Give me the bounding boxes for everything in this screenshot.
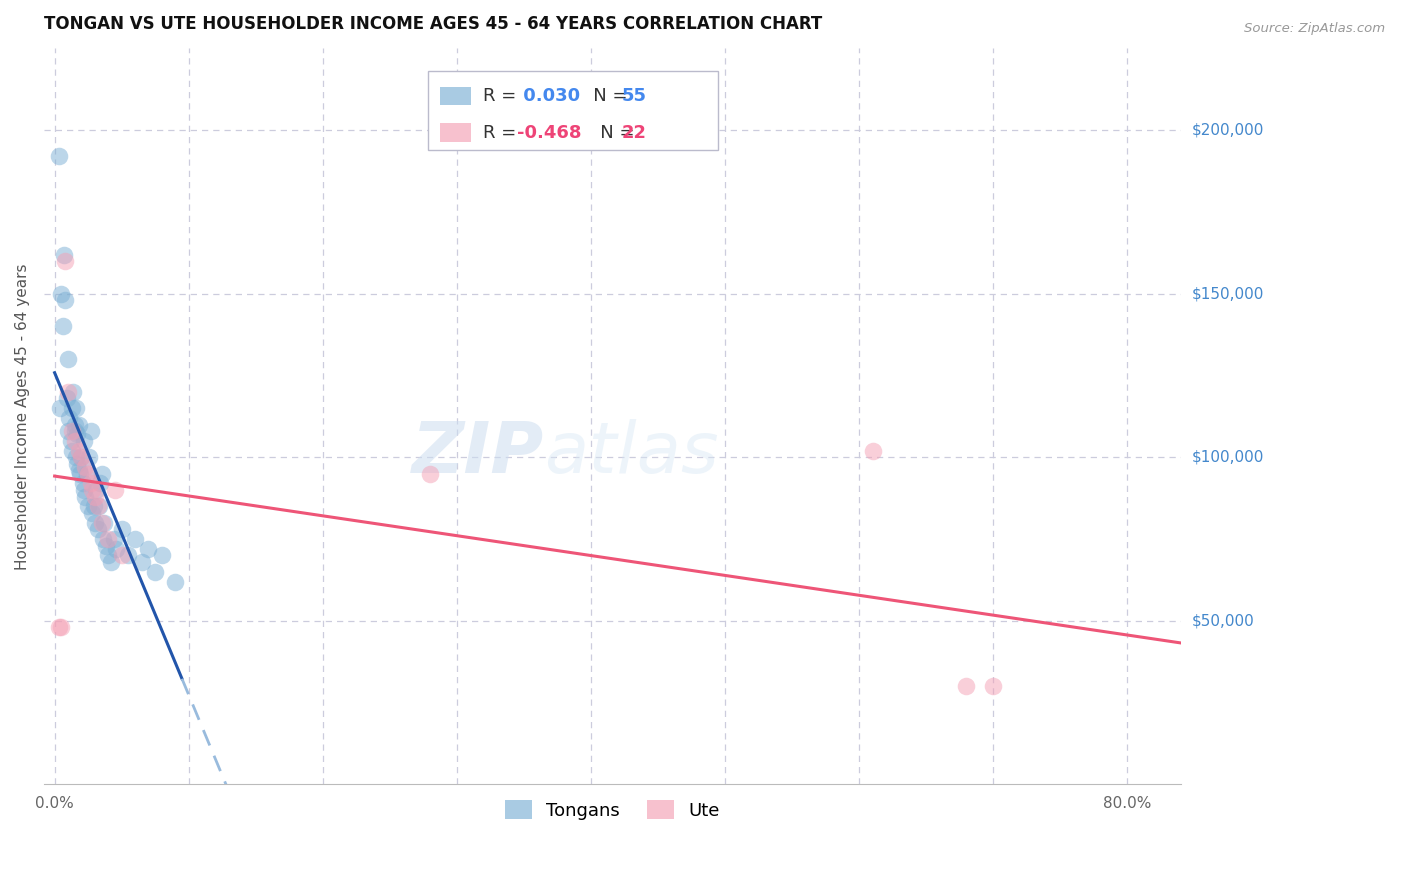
Point [80,476,103,491]
Point [56,384,79,399]
Point [87,500,110,514]
Text: $100,000: $100,000 [1192,450,1264,465]
Text: $50,000: $50,000 [1192,614,1254,628]
Text: TONGAN VS UTE HOUSEHOLDER INCOME AGES 45 - 64 YEARS CORRELATION CHART: TONGAN VS UTE HOUSEHOLDER INCOME AGES 45… [44,15,823,33]
FancyBboxPatch shape [440,87,471,105]
Point [97,549,120,563]
Point [51,286,73,301]
Point [77,500,100,514]
Point [51,620,73,634]
Point [84,483,107,497]
Point [48,620,70,634]
Point [105,541,128,556]
Text: ZIP: ZIP [412,418,544,488]
Point [90,516,112,530]
Point [90,467,112,481]
Point [91,532,114,546]
Y-axis label: Householder Income Ages 45 - 64 years: Householder Income Ages 45 - 64 years [15,263,30,570]
Point [48,149,70,163]
Point [75,460,97,475]
Point [59,434,82,448]
Point [100,555,122,569]
Point [56,424,79,438]
Point [86,500,108,514]
Point [49,401,72,416]
Point [419,467,441,481]
Text: 22: 22 [621,123,647,142]
Point [56,352,79,367]
Point [73,483,96,497]
Point [111,522,134,536]
Point [63,424,86,438]
Point [62,384,84,399]
Point [124,532,146,546]
Point [58,411,80,425]
Point [79,450,101,465]
Point [70,450,93,465]
FancyBboxPatch shape [429,70,718,150]
Point [66,457,89,471]
Point [94,539,117,553]
Point [150,549,173,563]
Point [73,434,96,448]
Text: atlas: atlas [544,418,718,488]
Point [86,522,108,536]
Point [60,401,83,416]
Text: N =: N = [583,123,640,142]
Legend: Tongans, Ute: Tongans, Ute [498,793,727,827]
Point [83,516,105,530]
Text: N =: N = [576,87,633,105]
Point [53,247,76,261]
Point [60,424,83,438]
Point [75,490,97,504]
Point [52,319,75,334]
Text: 0.030: 0.030 [517,87,581,105]
Point [97,532,120,546]
Text: $150,000: $150,000 [1192,286,1264,301]
Point [63,434,86,448]
Point [76,467,98,481]
Text: $200,000: $200,000 [1192,123,1264,137]
Point [89,476,111,491]
Point [143,565,166,579]
Text: Source: ZipAtlas.com: Source: ZipAtlas.com [1244,22,1385,36]
Text: 55: 55 [621,87,647,105]
Point [82,506,104,520]
Point [103,532,125,546]
Text: -0.468: -0.468 [517,123,582,142]
Point [131,555,153,569]
Text: R =: R = [482,123,522,142]
Point [67,463,90,477]
Point [60,443,83,458]
Point [72,476,94,491]
Point [955,679,977,693]
Point [165,574,187,589]
Point [65,401,87,416]
Point [66,427,89,442]
Point [67,443,90,458]
Point [67,417,90,432]
Point [63,417,86,432]
Point [138,541,160,556]
FancyBboxPatch shape [440,123,471,142]
Point [104,483,127,497]
Point [111,549,134,563]
Point [70,450,93,465]
Point [80,424,103,438]
Point [83,490,105,504]
Text: R =: R = [482,87,522,105]
Point [83,500,105,514]
Point [93,516,115,530]
Point [117,549,139,563]
Point [53,254,76,268]
Point [55,392,77,406]
Point [65,450,87,465]
Point [981,679,1004,693]
Point [862,443,884,458]
Point [69,467,91,481]
Point [53,293,76,308]
Point [77,467,100,481]
Point [82,483,104,497]
